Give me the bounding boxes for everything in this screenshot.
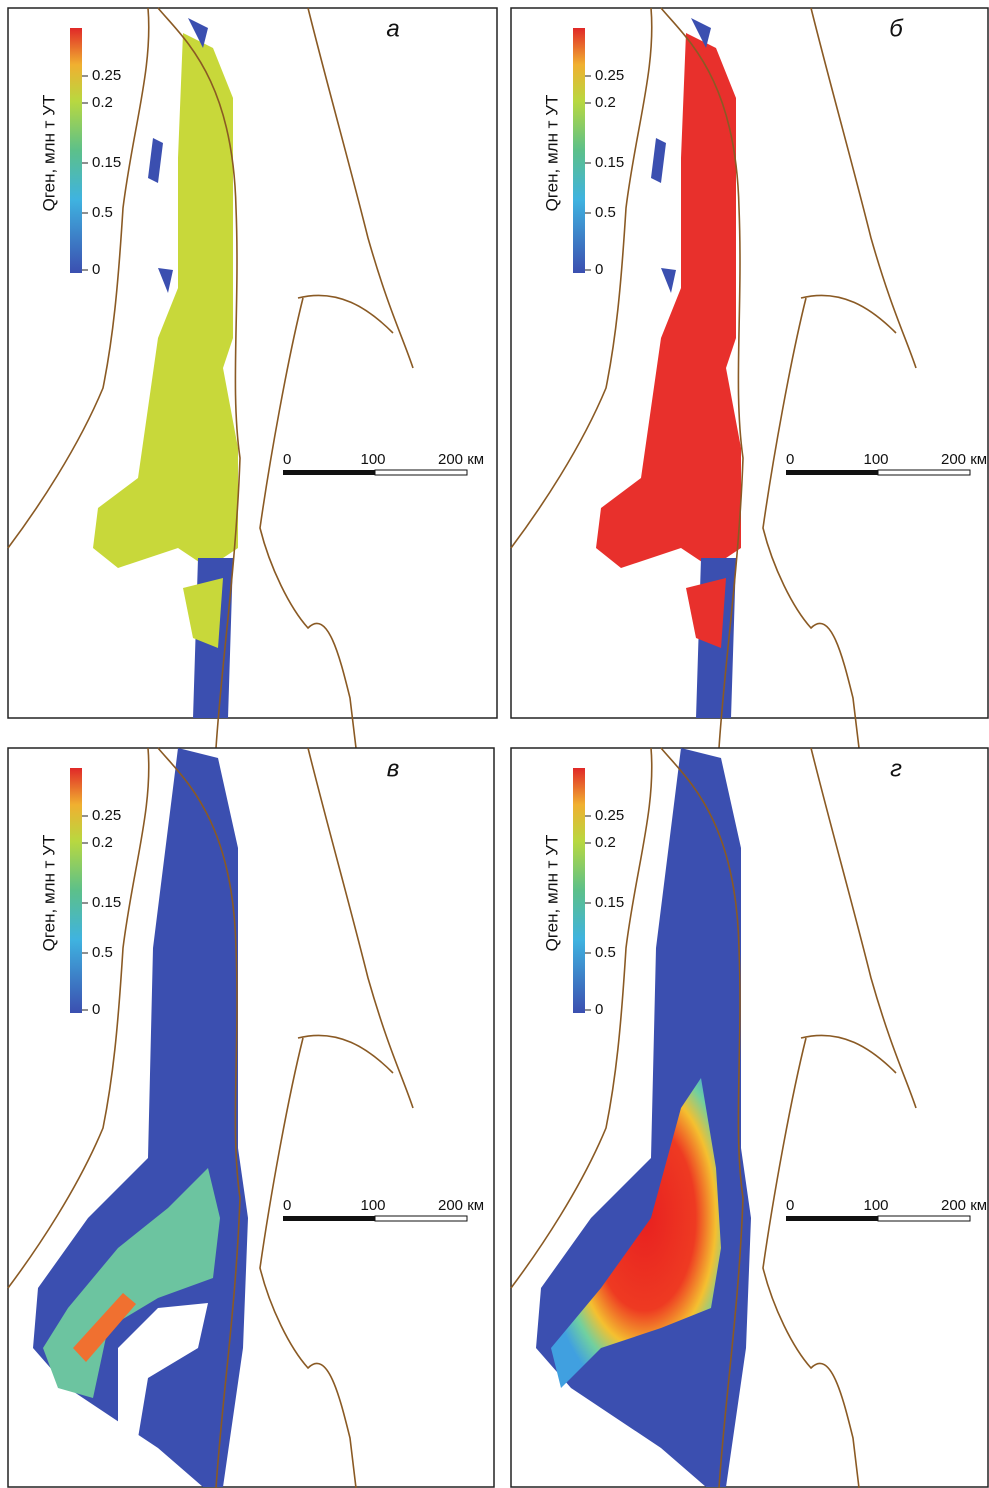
scale-bar [283, 1216, 375, 1221]
scale-label: 0 [786, 451, 794, 468]
legend-tick-label: 0.5 [595, 204, 616, 221]
map-panel: б Qген, млн т УТ 0.25 0.2 0.15 0.5 0 0 100 200 км [511, 8, 988, 748]
colorbar [573, 768, 585, 1013]
scale-label: 0 [283, 1197, 291, 1214]
scale-label: 0 [283, 451, 291, 468]
legend-tick-label: 0.25 [92, 807, 121, 824]
legend-tick-label: 0.5 [92, 204, 113, 221]
map-panel: в Qген, млн т УТ 0.25 0.2 0.15 0.5 0 0 100 200 км [8, 748, 494, 1488]
scale-label: 200 км [438, 1197, 484, 1214]
legend-tick-label: 0.25 [92, 67, 121, 84]
figure: а Qген, млн т УТ 0.25 0.2 0.15 0.5 0 0 100 200 км… [0, 0, 989, 1488]
panel-letter: б [889, 15, 904, 42]
colorbar [573, 28, 585, 273]
legend-tick-label: 0.15 [595, 894, 624, 911]
colorbar [70, 768, 82, 1013]
legend-tick-label: 0 [595, 1001, 603, 1018]
scale-label: 100 [863, 451, 888, 468]
panel-letter: г [890, 755, 902, 782]
legend-tick-label: 0.15 [595, 154, 624, 171]
legend-tick-label: 0.15 [92, 894, 121, 911]
legend-title: Qген, млн т УТ [542, 835, 561, 952]
scale-bar [786, 470, 878, 475]
legend-tick-label: 0.2 [92, 834, 113, 851]
scale-label: 200 км [941, 451, 987, 468]
legend-tick-label: 0.2 [595, 834, 616, 851]
map-panel: г Qген, млн т УТ 0.25 0.2 0.15 0.5 0 0 100 200 км [511, 748, 988, 1488]
legend-tick-label: 0.25 [595, 67, 624, 84]
legend-title: Qген, млн т УТ [542, 95, 561, 212]
legend-tick-label: 0.5 [595, 944, 616, 961]
map-panel: а Qген, млн т УТ 0.25 0.2 0.15 0.5 0 0 100 200 км [8, 8, 497, 748]
legend-tick-label: 0 [595, 261, 603, 278]
legend-tick-label: 0 [92, 261, 100, 278]
legend-title: Qген, млн т УТ [39, 95, 58, 212]
legend-title: Qген, млн т УТ [39, 835, 58, 952]
scale-bar [375, 1216, 467, 1221]
scale-bar [786, 1216, 878, 1221]
scale-bar [375, 470, 467, 475]
scale-label: 0 [786, 1197, 794, 1214]
scale-label: 100 [360, 451, 385, 468]
colorbar [70, 28, 82, 273]
legend-tick-label: 0.2 [595, 94, 616, 111]
legend-tick-label: 0.15 [92, 154, 121, 171]
scale-label: 100 [863, 1197, 888, 1214]
scale-label: 100 [360, 1197, 385, 1214]
scale-bar [283, 470, 375, 475]
legend-tick-label: 0.25 [595, 807, 624, 824]
legend-tick-label: 0.5 [92, 944, 113, 961]
legend-tick-label: 0.2 [92, 94, 113, 111]
panel-letter: а [386, 15, 399, 42]
panel-letter: в [387, 755, 400, 782]
scale-bar [878, 470, 970, 475]
scale-label: 200 км [438, 451, 484, 468]
scale-label: 200 км [941, 1197, 987, 1214]
legend-tick-label: 0 [92, 1001, 100, 1018]
scale-bar [878, 1216, 970, 1221]
